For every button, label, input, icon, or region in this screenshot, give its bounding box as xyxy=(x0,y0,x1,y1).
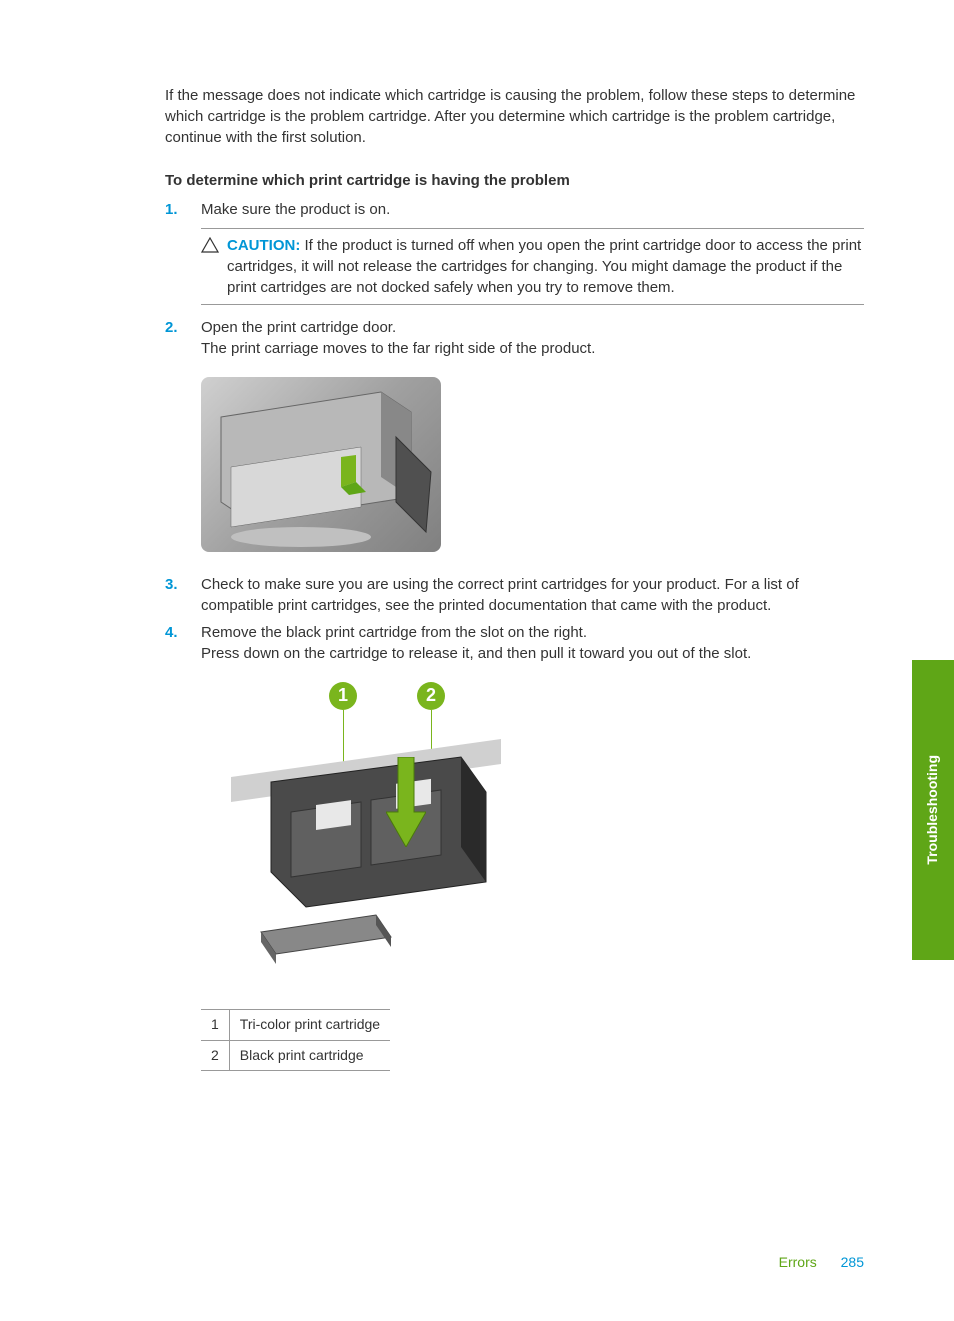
side-tab-label: Troubleshooting xyxy=(923,755,943,865)
step-text: Open the print cartridge door. The print… xyxy=(201,317,864,359)
step-line: The print carriage moves to the far righ… xyxy=(201,340,595,357)
step-text: Make sure the product is on. xyxy=(201,199,864,220)
printer-figure xyxy=(201,377,864,552)
step-number: 2. xyxy=(165,317,201,359)
step-line: Open the print cartridge door. xyxy=(201,319,396,336)
footer-section: Errors xyxy=(779,1254,817,1270)
step-3: 3. Check to make sure you are using the … xyxy=(165,574,864,616)
caution-content: CAUTION: If the product is turned off wh… xyxy=(227,235,864,298)
caution-body: If the product is turned off when you op… xyxy=(227,237,861,296)
table-row: 2 Black print cartridge xyxy=(201,1040,390,1071)
legend-label: Tri-color print cartridge xyxy=(229,1010,390,1041)
steps-list-cont: 2. Open the print cartridge door. The pr… xyxy=(165,317,864,359)
steps-list: 1. Make sure the product is on. xyxy=(165,199,864,220)
page-footer: Errors 285 xyxy=(779,1253,864,1273)
step-1: 1. Make sure the product is on. xyxy=(165,199,864,220)
caution-icon xyxy=(201,235,227,298)
cartridge-figure: 1 2 xyxy=(201,682,864,987)
legend-table: 1 Tri-color print cartridge 2 Black prin… xyxy=(201,1009,390,1071)
footer-page-number: 285 xyxy=(841,1254,864,1270)
intro-paragraph: If the message does not indicate which c… xyxy=(165,85,864,148)
legend-label: Black print cartridge xyxy=(229,1040,390,1071)
caution-box: CAUTION: If the product is turned off wh… xyxy=(201,228,864,305)
step-4: 4. Remove the black print cartridge from… xyxy=(165,622,864,664)
printer-illustration xyxy=(201,377,441,552)
step-line: Press down on the cartridge to release i… xyxy=(201,645,751,662)
table-row: 1 Tri-color print cartridge xyxy=(201,1010,390,1041)
step-text: Remove the black print cartridge from th… xyxy=(201,622,864,664)
steps-list-cont2: 3. Check to make sure you are using the … xyxy=(165,574,864,664)
down-arrow-icon xyxy=(386,757,426,847)
legend-num: 2 xyxy=(201,1040,229,1071)
step-line: Remove the black print cartridge from th… xyxy=(201,624,587,641)
step-number: 4. xyxy=(165,622,201,664)
legend-num: 1 xyxy=(201,1010,229,1041)
section-heading: To determine which print cartridge is ha… xyxy=(165,170,864,191)
step-number: 1. xyxy=(165,199,201,220)
caution-label: CAUTION: xyxy=(227,237,300,254)
step-text: Check to make sure you are using the cor… xyxy=(201,574,864,616)
step-number: 3. xyxy=(165,574,201,616)
cartridge-illustration: 1 2 xyxy=(231,682,521,987)
step-2: 2. Open the print cartridge door. The pr… xyxy=(165,317,864,359)
side-tab: Troubleshooting xyxy=(912,660,954,960)
